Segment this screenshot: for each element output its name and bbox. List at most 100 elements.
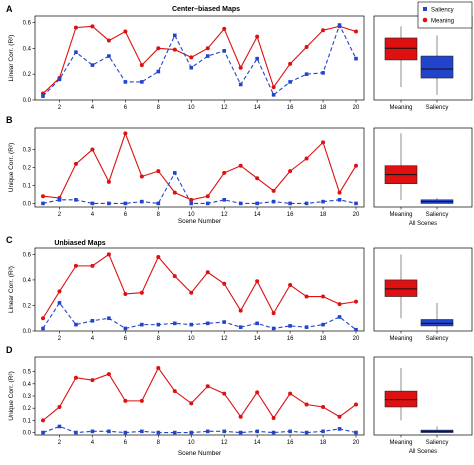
data-point-meaning — [41, 194, 45, 199]
data-point-meaning — [304, 402, 309, 407]
x-tick-label: 16 — [287, 105, 294, 111]
data-point-saliency — [156, 201, 161, 206]
x-tick-label: 14 — [254, 212, 261, 218]
data-point-saliency — [107, 201, 111, 206]
data-point-saliency — [189, 322, 194, 327]
data-point-saliency — [140, 322, 144, 327]
chart-panels: 0.0 0.2 0.4 0.6 2 4 6 8 10 12 14 16 18 20 Linear Corr.… — [8, 15, 473, 457]
data-point-meaning — [337, 302, 342, 307]
data-point-saliency — [288, 201, 292, 206]
data-point-meaning — [123, 291, 128, 296]
data-point-meaning — [73, 161, 78, 166]
y-axis-title: Linear Corr. (R²) — [8, 35, 15, 82]
data-point-meaning — [205, 270, 210, 275]
data-point-meaning — [205, 194, 210, 199]
data-point-saliency — [172, 171, 177, 175]
data-point-saliency — [288, 80, 292, 84]
panel-letter-b: B — [6, 115, 13, 125]
x-tick-label: 20 — [353, 212, 360, 218]
data-point-meaning — [156, 46, 161, 51]
data-point-meaning — [106, 179, 111, 184]
data-point-meaning — [337, 190, 342, 195]
y-tick-label: 0.0 — [23, 431, 32, 437]
x-tick-label: 10 — [188, 440, 195, 446]
data-point-saliency — [238, 325, 243, 329]
data-point-meaning — [156, 365, 161, 370]
y-tick-label: 0.4 — [23, 382, 32, 388]
box-category-label: Meaning — [389, 440, 412, 446]
x-tick-label: 20 — [353, 336, 360, 342]
x-tick-label: 18 — [320, 105, 327, 111]
data-point-saliency — [90, 201, 95, 206]
data-point-meaning — [123, 398, 128, 403]
x-tick-label: 8 — [157, 336, 161, 342]
x-tick-label: 4 — [91, 105, 95, 111]
data-point-meaning — [156, 169, 161, 174]
x-tick-label: 14 — [254, 105, 261, 111]
y-axis-title: Unique Corr. (R²) — [8, 371, 15, 420]
data-point-meaning — [321, 294, 326, 299]
data-point-saliency — [238, 82, 243, 87]
x-tick-label: 6 — [124, 440, 128, 446]
y-tick-label: 0.6 — [23, 20, 32, 26]
data-point-meaning — [205, 46, 210, 51]
data-point-meaning — [304, 45, 309, 50]
box-x-axis-title: All Scenes — [409, 221, 437, 227]
data-point-meaning — [90, 263, 95, 268]
data-point-meaning — [156, 254, 161, 259]
data-point-meaning — [41, 316, 45, 321]
data-point-saliency — [41, 430, 45, 435]
data-point-saliency — [271, 326, 276, 331]
box-frame — [373, 247, 473, 332]
box-category-label: Saliency — [426, 440, 449, 446]
data-point-meaning — [255, 390, 260, 395]
data-point-saliency — [107, 429, 111, 434]
data-point-meaning — [172, 190, 177, 195]
y-tick-label: 0.4 — [23, 278, 32, 284]
panel-letter-a: A — [6, 4, 13, 14]
data-point-meaning — [271, 188, 276, 193]
y-tick-label: 0.0 — [23, 201, 32, 207]
series-line-saliency — [42, 23, 357, 97]
data-point-meaning — [288, 61, 293, 66]
x-tick-label: 4 — [91, 440, 95, 446]
y-tick-label: 0.2 — [23, 166, 32, 172]
x-tick-label: 14 — [254, 336, 261, 342]
data-point-meaning — [205, 384, 210, 389]
data-point-saliency — [41, 201, 45, 206]
box-category-label: Saliency — [426, 105, 449, 111]
data-point-saliency — [255, 321, 259, 326]
box-x-axis-title: All Scenes — [409, 449, 437, 455]
box-frame — [373, 356, 473, 436]
data-point-saliency — [140, 80, 144, 84]
x-tick-label: 12 — [221, 336, 228, 342]
data-point-meaning — [90, 24, 95, 29]
x-tick-label: 12 — [221, 212, 228, 218]
data-point-meaning — [304, 156, 309, 161]
data-point-saliency — [156, 69, 161, 74]
x-tick-label: 6 — [124, 105, 128, 111]
x-tick-label: 4 — [91, 212, 95, 218]
data-point-saliency — [288, 429, 292, 434]
x-tick-label: 6 — [124, 212, 128, 218]
panel-letter-c: C — [6, 235, 13, 245]
data-point-saliency — [123, 80, 128, 84]
data-point-saliency — [156, 322, 161, 327]
box-meaning — [384, 279, 418, 297]
data-point-saliency — [74, 430, 78, 435]
x-tick-label: 2 — [58, 105, 62, 111]
data-point-meaning — [139, 174, 144, 179]
data-point-saliency — [205, 321, 210, 326]
line-panel-c: 0.0 0.2 0.4 0.6 2 4 6 8 10 12 14 16 18 20 Linear Corr.… — [8, 247, 365, 342]
data-point-saliency — [304, 201, 309, 206]
box-saliency — [420, 55, 454, 79]
plot-frame — [34, 356, 365, 436]
y-tick-label: 0.5 — [23, 370, 32, 376]
box-category-label: Meaning — [389, 105, 412, 111]
y-tick-label: 0.2 — [23, 406, 32, 412]
data-point-saliency — [123, 201, 128, 206]
data-point-meaning — [255, 279, 260, 284]
data-point-saliency — [123, 326, 128, 331]
x-tick-label: 18 — [320, 212, 327, 218]
box-category-label: Meaning — [389, 336, 412, 342]
